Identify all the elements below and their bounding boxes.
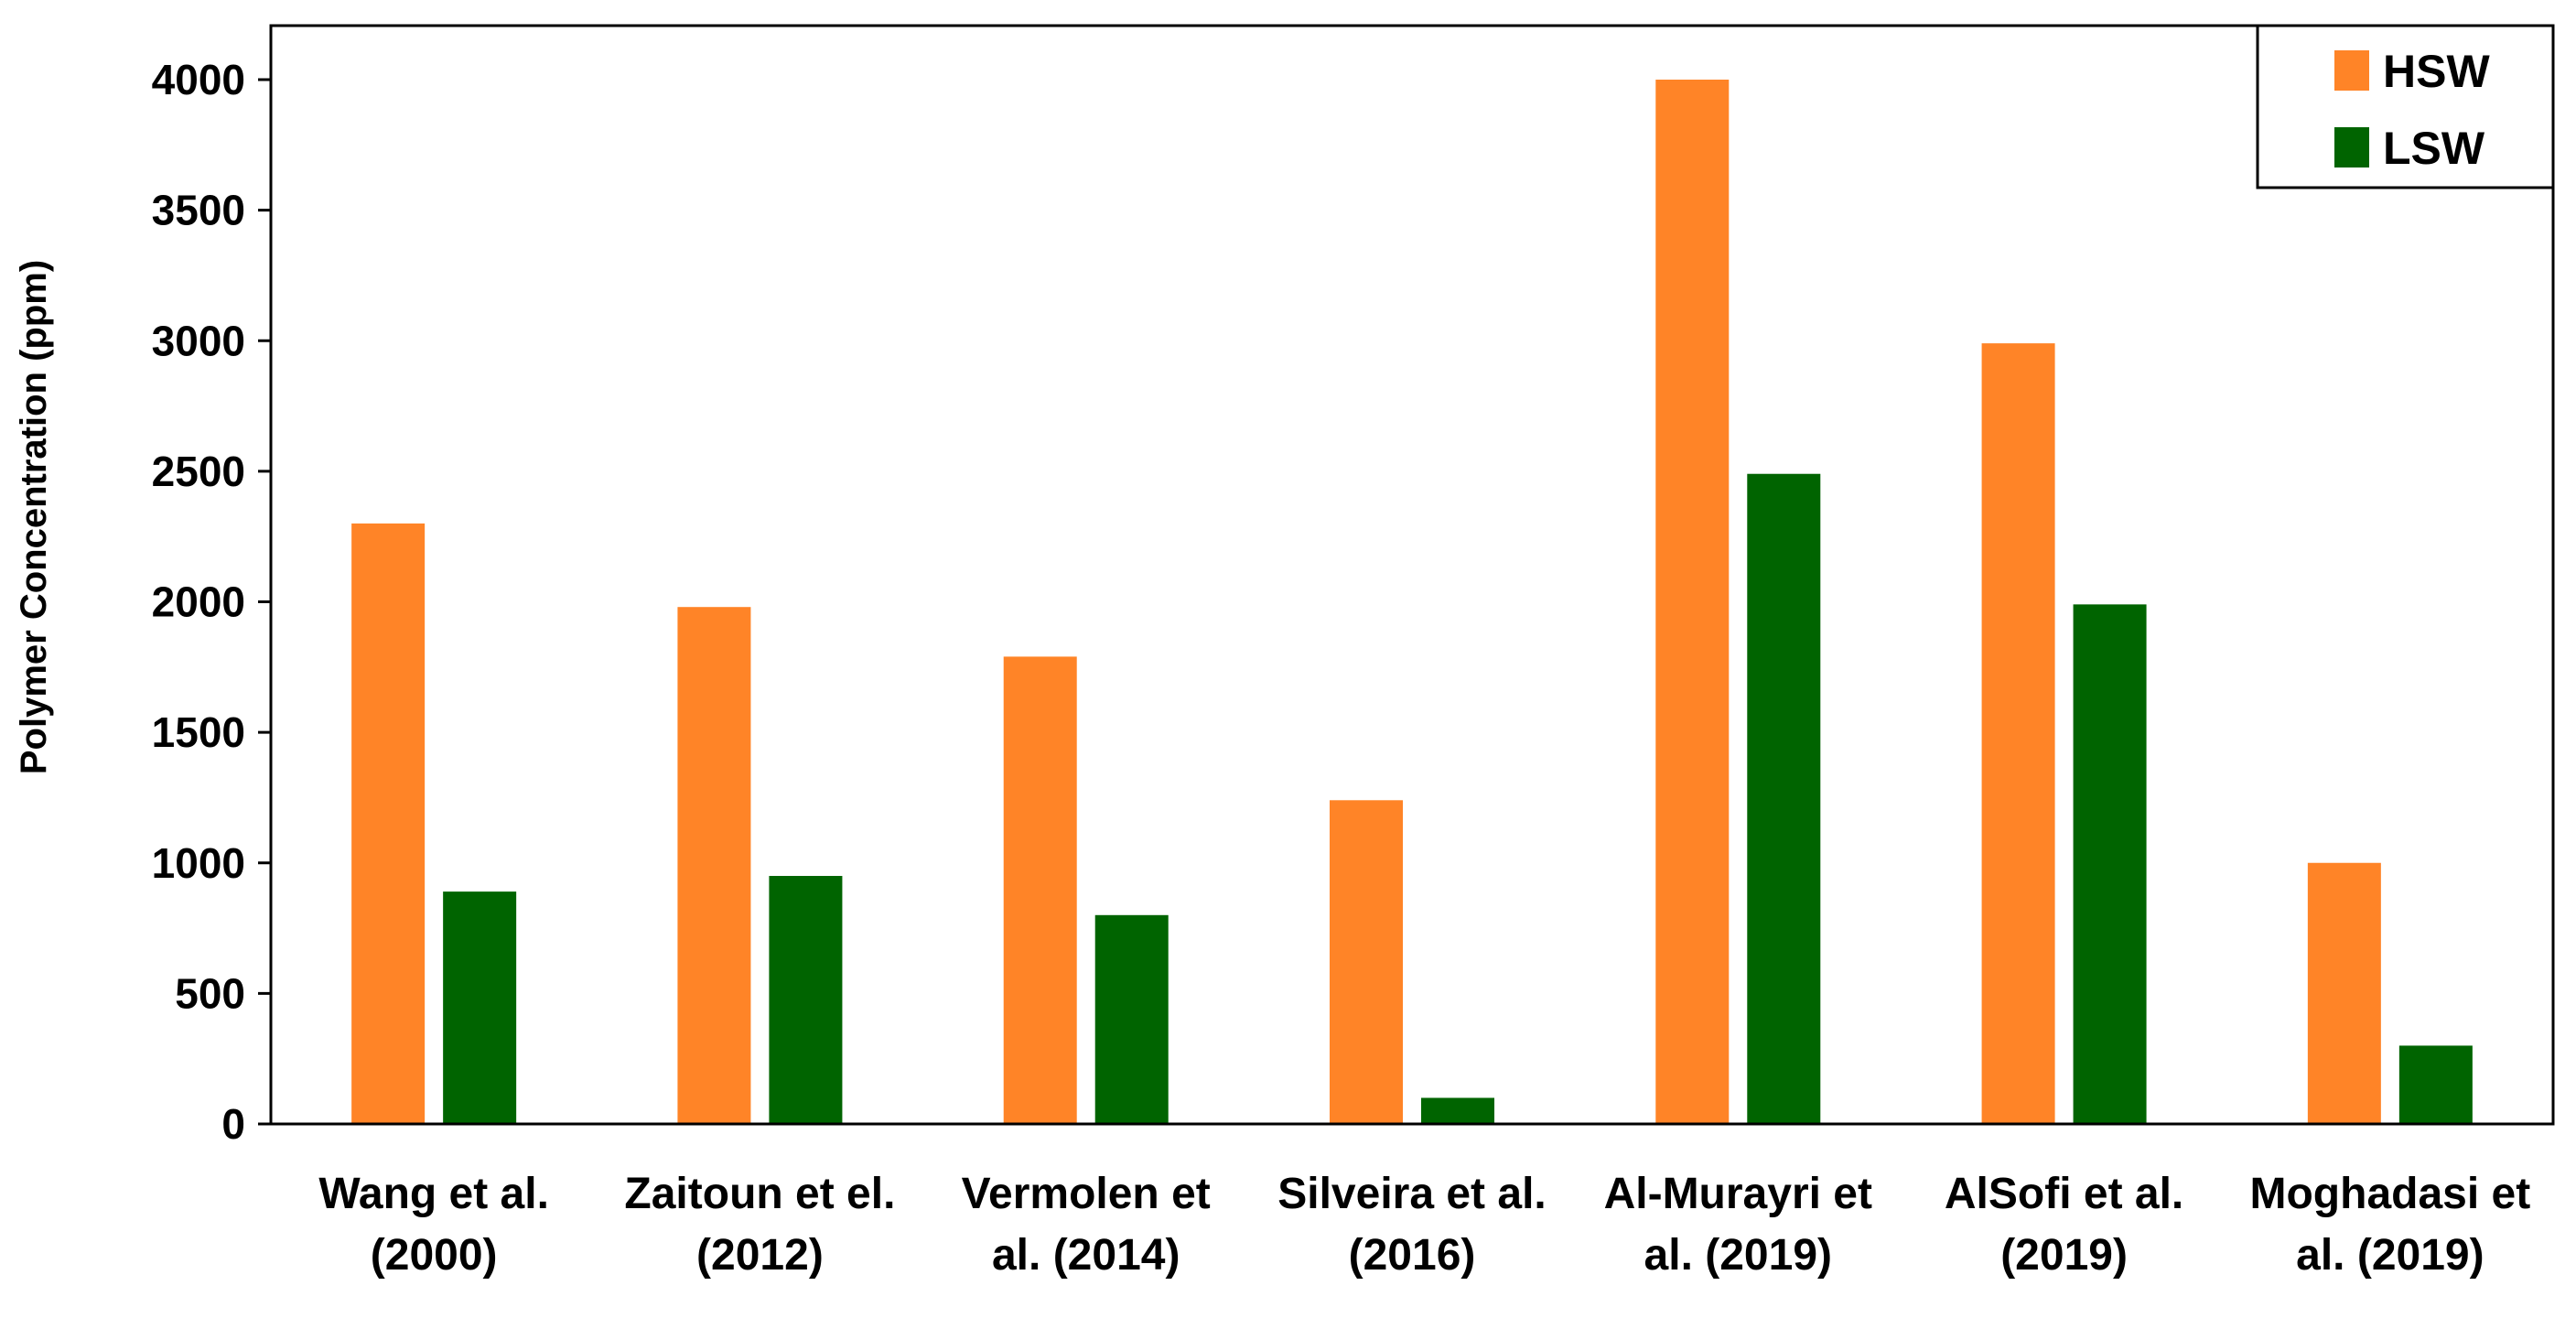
legend-swatch-hsw — [2334, 50, 2369, 91]
bar-lsw-6 — [2073, 604, 2147, 1124]
bar-hsw-4 — [1330, 800, 1403, 1124]
y-ticks-layer: 0 500 1000 1500 2000 2500 3000 3500 4000 — [152, 56, 271, 1148]
x-category-label: (2012) — [696, 1231, 824, 1280]
x-category-label: al. (2019) — [1644, 1231, 1832, 1280]
bar-hsw-1 — [351, 523, 426, 1124]
y-tick-label: 0 — [221, 1100, 245, 1148]
bar-hsw-5 — [1655, 80, 1730, 1124]
x-category-label: al. (2019) — [2296, 1231, 2484, 1280]
x-category-label: Moghadasi et — [2250, 1170, 2531, 1218]
legend-swatch-lsw — [2334, 127, 2369, 167]
legend-box — [2256, 24, 2555, 189]
x-category-label: (2000) — [371, 1231, 498, 1280]
bar-lsw-4 — [1421, 1097, 1494, 1124]
y-tick-label: 3000 — [152, 317, 245, 364]
x-category-label: Wang et al. — [318, 1170, 549, 1218]
legend-label-lsw: LSW — [2383, 123, 2485, 174]
x-category-label: AlSofi et al. — [1945, 1170, 2183, 1218]
y-tick-label: 2500 — [152, 448, 245, 495]
bar-lsw-5 — [1747, 473, 1821, 1124]
y-tick-label: 1000 — [152, 839, 245, 887]
category-labels-layer: Wang et al. (2000) Zaitoun et el. (2012) Ver… — [318, 1170, 2530, 1280]
bar-hsw-7 — [2307, 862, 2381, 1124]
legend: HSW LSW — [2256, 24, 2555, 189]
x-category-label: Al-Murayri et — [1604, 1170, 1872, 1218]
y-tick-label: 3500 — [152, 187, 245, 234]
axes-layer — [269, 24, 2555, 1126]
x-category-label: Zaitoun et el. — [624, 1170, 895, 1218]
bar-lsw-1 — [443, 891, 517, 1124]
y-tick-label: 1500 — [152, 708, 245, 756]
bar-hsw-3 — [1003, 656, 1077, 1124]
bars-layer — [351, 80, 2473, 1124]
x-category-label: (2016) — [1349, 1231, 1476, 1280]
x-category-label: Vermolen et — [962, 1170, 1211, 1218]
legend-label-hsw: HSW — [2383, 46, 2490, 97]
x-category-label: al. (2014) — [992, 1231, 1180, 1280]
bar-lsw-2 — [769, 876, 843, 1124]
bar-lsw-3 — [1094, 914, 1169, 1124]
y-tick-label: 500 — [175, 969, 245, 1017]
y-tick-label: 4000 — [152, 56, 245, 103]
bar-hsw-6 — [1981, 343, 2055, 1124]
bar-hsw-2 — [677, 607, 751, 1124]
x-category-label: (2019) — [2000, 1231, 2128, 1280]
y-axis-title: Polymer Concentration (ppm) — [14, 260, 54, 774]
bar-lsw-7 — [2398, 1045, 2473, 1124]
plot-frame — [269, 24, 2555, 1126]
x-category-label: Silveira et al. — [1277, 1170, 1547, 1218]
y-tick-label: 2000 — [152, 578, 245, 626]
